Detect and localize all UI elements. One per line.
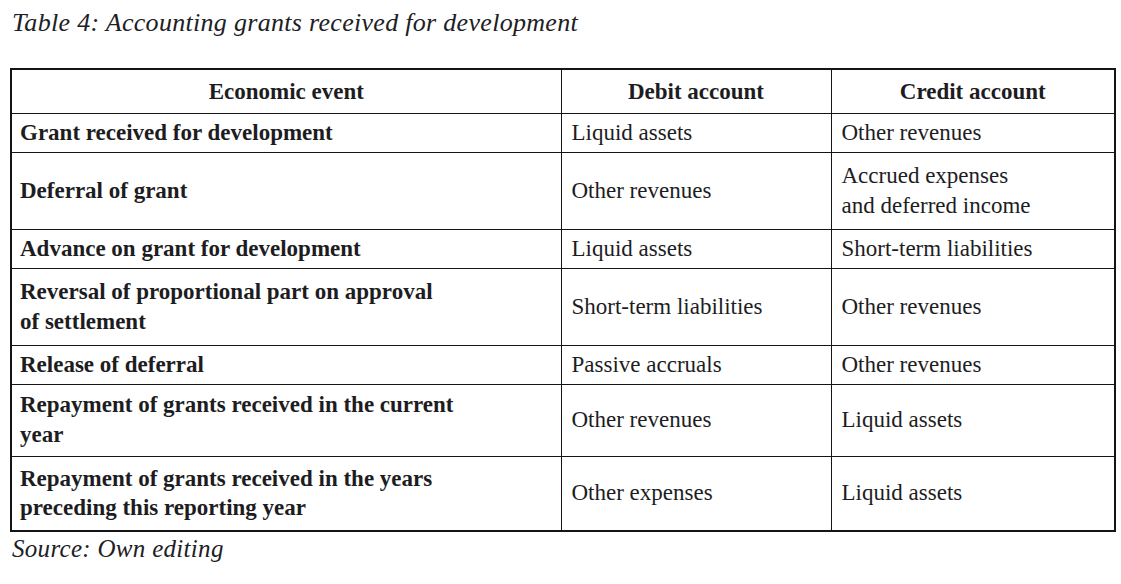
credit-cell: Short-term liabilities: [831, 229, 1115, 268]
event-cell: Deferral of grant: [11, 152, 561, 229]
event-cell: Reversal of proportional part on approva…: [11, 268, 561, 345]
event-cell: Release of deferral: [11, 345, 561, 384]
event-cell: Advance on grant for development: [11, 229, 561, 268]
credit-cell: Other revenues: [831, 114, 1115, 153]
credit-cell: Liquid assets: [831, 384, 1115, 456]
table-row: Repayment of grants received in the curr…: [11, 384, 1115, 456]
debit-cell: Short-term liabilities: [561, 268, 831, 345]
source-note: Source: Own editing: [12, 535, 224, 563]
debit-cell: Liquid assets: [561, 229, 831, 268]
credit-cell: Accrued expenses and deferred income: [831, 152, 1115, 229]
debit-cell: Other revenues: [561, 152, 831, 229]
header-credit-account: Credit account: [831, 69, 1115, 114]
event-cell: Repayment of grants received in the year…: [11, 456, 561, 531]
debit-cell: Passive accruals: [561, 345, 831, 384]
event-cell: Repayment of grants received in the curr…: [11, 384, 561, 456]
debit-cell: Liquid assets: [561, 114, 831, 153]
header-economic-event: Economic event: [11, 69, 561, 114]
table-row: Release of deferral Passive accruals Oth…: [11, 345, 1115, 384]
table-row: Repayment of grants received in the year…: [11, 456, 1115, 531]
debit-cell: Other revenues: [561, 384, 831, 456]
header-debit-account: Debit account: [561, 69, 831, 114]
table-row: Deferral of grant Other revenues Accrued…: [11, 152, 1115, 229]
debit-cell: Other expenses: [561, 456, 831, 531]
document-page: Table 4: Accounting grants received for …: [0, 0, 1121, 584]
table-row: Advance on grant for development Liquid …: [11, 229, 1115, 268]
credit-cell: Other revenues: [831, 345, 1115, 384]
credit-cell: Liquid assets: [831, 456, 1115, 531]
event-cell: Grant received for development: [11, 114, 561, 153]
table-row: Reversal of proportional part on approva…: [11, 268, 1115, 345]
accounting-grants-table: Economic event Debit account Credit acco…: [10, 68, 1116, 532]
credit-cell: Other revenues: [831, 268, 1115, 345]
table-header-row: Economic event Debit account Credit acco…: [11, 69, 1115, 114]
table-caption: Table 4: Accounting grants received for …: [12, 8, 578, 38]
table-row: Grant received for development Liquid as…: [11, 114, 1115, 153]
